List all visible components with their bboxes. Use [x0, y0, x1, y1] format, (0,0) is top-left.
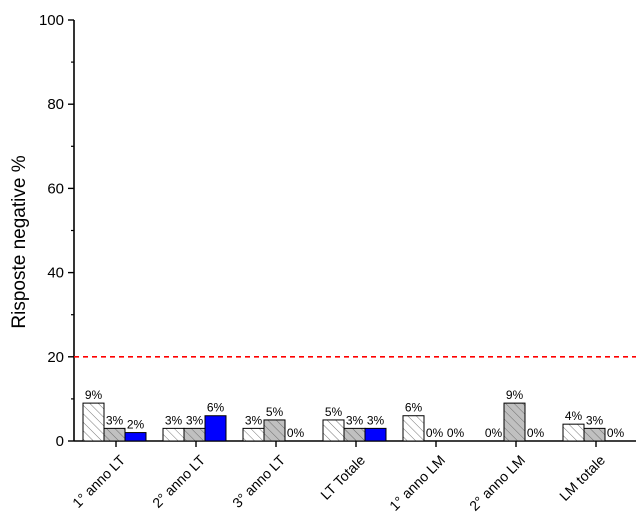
bar — [343, 427, 366, 442]
bar-value-label: 9% — [85, 388, 103, 402]
x-category-label: 1° anno LM — [386, 452, 448, 514]
bar-value-label: 5% — [325, 405, 343, 419]
bar-value-label: 0% — [607, 426, 625, 440]
x-category-label: 2° anno LM — [466, 452, 528, 514]
bar-value-label: 3% — [346, 413, 364, 427]
x-category-label: LM totale — [556, 452, 608, 504]
x-category-label: LT Totale — [317, 452, 368, 503]
y-tick-label: 60 — [47, 180, 64, 197]
bar-value-label: 0% — [426, 426, 444, 440]
y-axis-title: Risposte negative % — [9, 155, 30, 328]
bar — [562, 423, 585, 442]
bar-value-label: 4% — [565, 409, 583, 423]
x-category-label: 3° anno LT — [229, 451, 288, 510]
x-category-label: 2° anno LT — [149, 451, 208, 510]
bar — [124, 432, 147, 442]
y-tick-label: 100 — [39, 12, 64, 29]
y-axis-title-group: Risposte negative % — [9, 155, 30, 328]
bar-value-label: 3% — [367, 413, 385, 427]
bar — [103, 427, 126, 442]
bar-value-label: 3% — [106, 413, 124, 427]
y-tick-label: 20 — [47, 349, 64, 366]
bar-value-label: 3% — [245, 413, 263, 427]
bar — [503, 402, 526, 442]
bar — [364, 427, 387, 442]
bar — [183, 427, 206, 442]
x-category-label: 1° anno LT — [69, 451, 128, 510]
bar — [162, 427, 185, 442]
y-tick-label: 0 — [56, 433, 64, 450]
bar-value-label: 3% — [165, 413, 183, 427]
bar — [204, 415, 227, 442]
bar-value-label: 0% — [287, 426, 305, 440]
bar-value-label: 6% — [405, 401, 423, 415]
bar — [402, 415, 425, 442]
bar-value-label: 3% — [186, 413, 204, 427]
bar — [242, 427, 265, 442]
y-tick-label: 80 — [47, 96, 64, 113]
bar-value-label: 0% — [485, 426, 503, 440]
bar-value-label: 3% — [586, 413, 604, 427]
bar — [583, 427, 606, 442]
bar-value-label: 9% — [506, 388, 524, 402]
bar-value-label: 6% — [207, 401, 225, 415]
bar-value-label: 0% — [527, 426, 545, 440]
bar — [82, 402, 105, 442]
bar — [322, 419, 345, 442]
bar-value-label: 5% — [266, 405, 284, 419]
bar — [263, 419, 286, 442]
bar-value-label: 2% — [127, 418, 145, 432]
bar-value-label: 0% — [447, 426, 465, 440]
y-tick-label: 40 — [47, 265, 64, 282]
